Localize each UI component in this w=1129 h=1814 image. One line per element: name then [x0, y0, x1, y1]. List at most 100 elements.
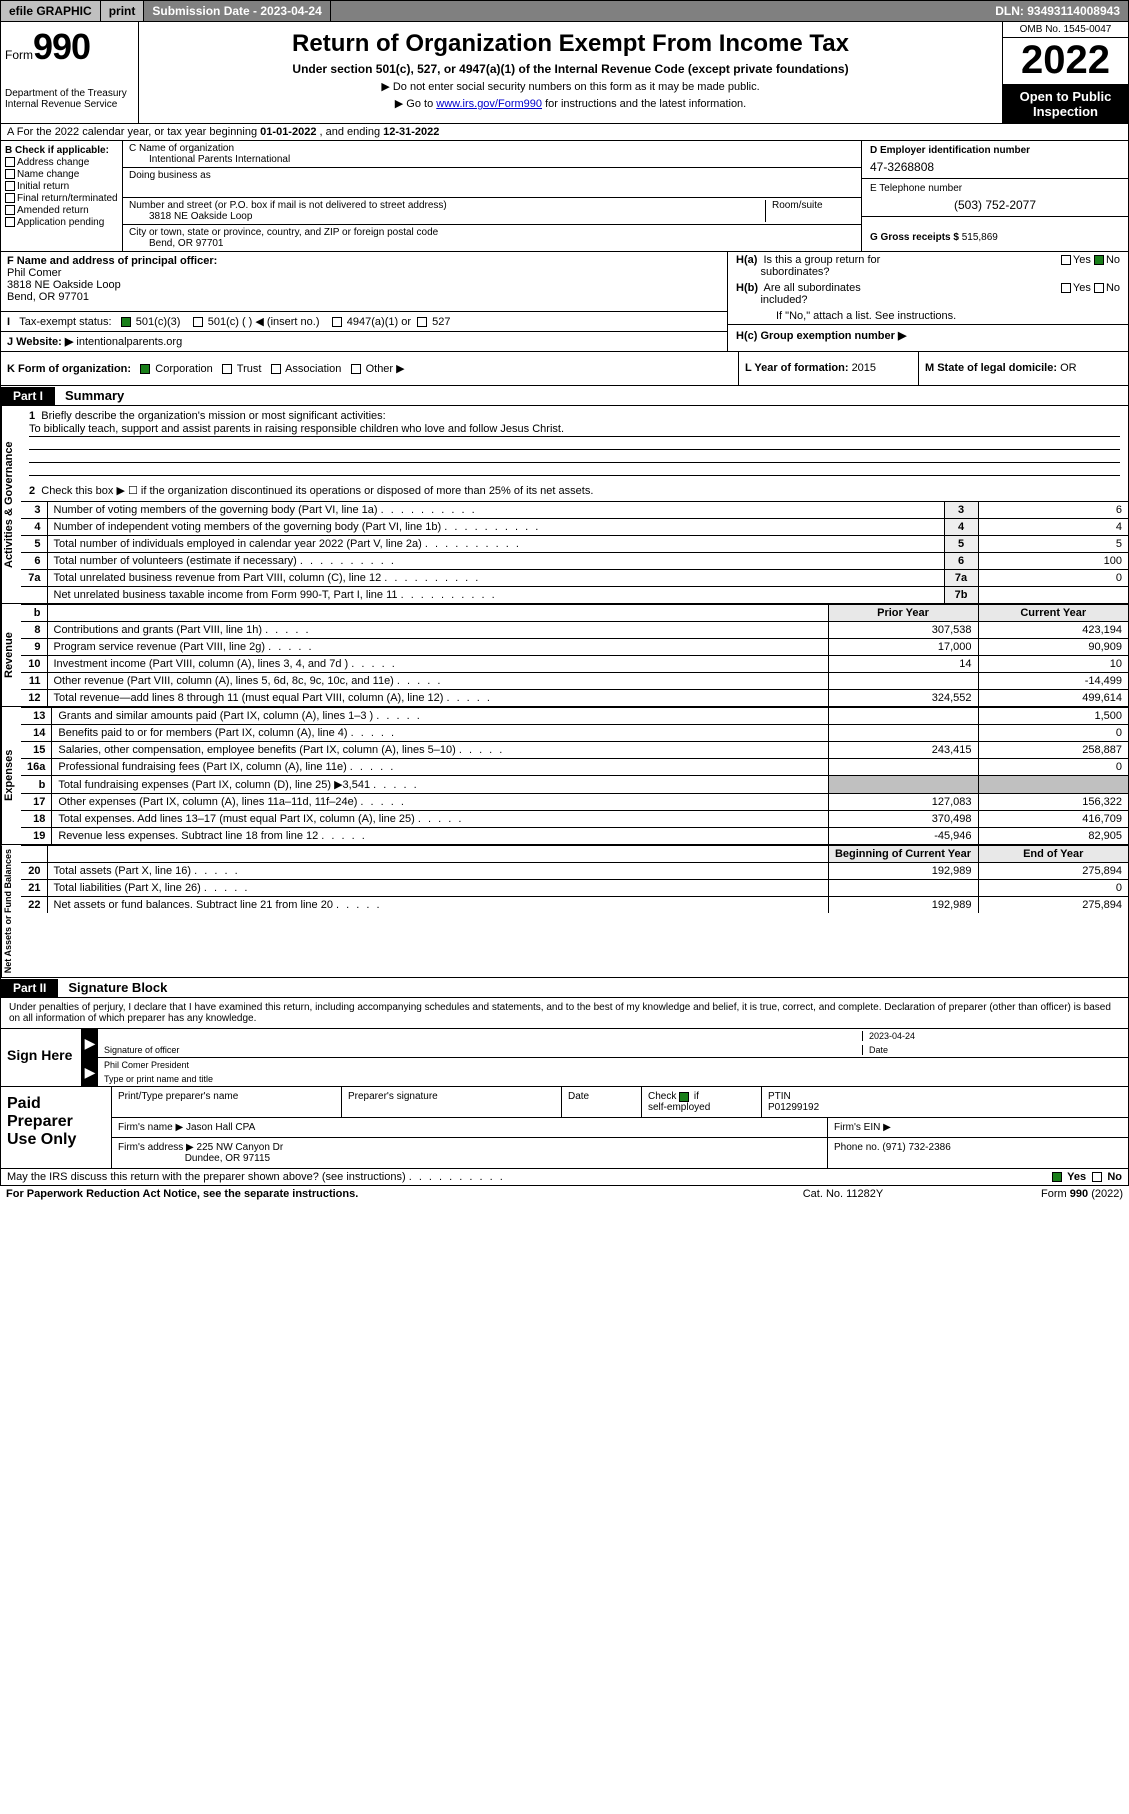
- efile-button[interactable]: efile GRAPHIC: [1, 1, 101, 21]
- opt-other: Other ▶: [366, 363, 405, 375]
- na-table: Beginning of Current YearEnd of Year20To…: [21, 845, 1128, 913]
- chk-app-pending[interactable]: Application pending: [5, 217, 118, 228]
- chk-self-emp[interactable]: [679, 1092, 689, 1102]
- hb-row: H(b) Are all subordinates included? Yes …: [728, 280, 1128, 308]
- i-lbl: Tax-exempt status:: [19, 316, 111, 328]
- table-row: bPrior YearCurrent Year: [21, 605, 1128, 622]
- mission-block: 1 Briefly describe the organization's mi…: [21, 406, 1128, 501]
- hc-row: H(c) Group exemption number ▶: [728, 324, 1128, 344]
- col-b-hdr: B Check if applicable:: [5, 145, 118, 156]
- f-addr2: Bend, OR 97701: [7, 291, 89, 303]
- table-row: 13Grants and similar amounts paid (Part …: [21, 708, 1128, 725]
- irs-yes[interactable]: [1052, 1172, 1062, 1182]
- street-row: Number and street (or P.O. box if mail i…: [123, 198, 861, 225]
- opt-corp: Corporation: [155, 363, 212, 375]
- gross-val: 515,869: [962, 232, 998, 243]
- ha-no[interactable]: [1094, 255, 1104, 265]
- table-row: 10Investment income (Part VIII, column (…: [21, 656, 1128, 673]
- col-de: D Employer identification number 47-3268…: [862, 141, 1128, 251]
- city-row: City or town, state or province, country…: [123, 225, 861, 251]
- fhij-right: H(a) Is this a group return for subordin…: [728, 252, 1128, 351]
- chk-assoc[interactable]: [271, 364, 281, 374]
- rev-table: bPrior YearCurrent Year8Contributions an…: [21, 604, 1128, 706]
- prep-h2: Preparer's signature: [342, 1087, 562, 1117]
- vlabel-na: Net Assets or Fund Balances: [1, 845, 21, 977]
- opt-4947: 4947(a)(1) or: [347, 316, 411, 328]
- q2-row: 2 Check this box ▶ ☐ if the organization…: [29, 484, 1120, 497]
- table-row: 22Net assets or fund balances. Subtract …: [21, 897, 1128, 914]
- print-button[interactable]: print: [101, 1, 145, 21]
- part2-tag: Part II: [1, 979, 58, 997]
- chk-initial-return[interactable]: Initial return: [5, 181, 118, 192]
- hb-yes[interactable]: [1061, 283, 1071, 293]
- dba-row: Doing business as: [123, 168, 861, 198]
- chk-address-change[interactable]: Address change: [5, 157, 118, 168]
- form-number: 990: [33, 26, 90, 68]
- chk-corp[interactable]: [140, 364, 150, 374]
- mission-blank-3: [29, 463, 1120, 476]
- hb-no[interactable]: [1094, 283, 1104, 293]
- open-to-public: Open to Public Inspection: [1003, 85, 1128, 123]
- prep-firm-row: Firm's name ▶ Jason Hall CPA Firm's EIN …: [112, 1118, 1128, 1138]
- f-lbl: F Name and address of principal officer:: [7, 255, 217, 267]
- fhij-left: F Name and address of principal officer:…: [1, 252, 728, 351]
- form-header: Form 990 Department of the TreasuryInter…: [0, 22, 1129, 124]
- chk-501c3[interactable]: [121, 317, 131, 327]
- top-bar: efile GRAPHIC print Submission Date - 20…: [0, 0, 1129, 22]
- k-lbl: K Form of organization:: [7, 363, 131, 375]
- j-lbl: J Website: ▶: [7, 336, 76, 348]
- gov-table: 3Number of voting members of the governi…: [21, 501, 1128, 603]
- chk-4947[interactable]: [332, 317, 342, 327]
- irs-link[interactable]: www.irs.gov/Form990: [436, 98, 542, 110]
- f-name: Phil Comer: [7, 267, 61, 279]
- chk-501c[interactable]: [193, 317, 203, 327]
- tax-year: 2022: [1003, 38, 1128, 85]
- table-row: 8Contributions and grants (Part VIII, li…: [21, 622, 1128, 639]
- ha-row: H(a) Is this a group return for subordin…: [728, 252, 1128, 280]
- chk-other[interactable]: [351, 364, 361, 374]
- part2-title: Signature Block: [58, 978, 177, 997]
- part1-title: Summary: [55, 386, 134, 405]
- form-word: Form: [5, 48, 33, 62]
- signature-block: Under penalties of perjury, I declare th…: [0, 998, 1129, 1087]
- opt-trust: Trust: [237, 363, 262, 375]
- preparer-label: Paid Preparer Use Only: [1, 1087, 111, 1168]
- sig-arrow-2: ▶: [82, 1058, 98, 1086]
- chk-name-change[interactable]: Name change: [5, 169, 118, 180]
- prep-h1: Print/Type preparer's name: [112, 1087, 342, 1117]
- ha-yes[interactable]: [1061, 255, 1071, 265]
- ein-val: 47-3268808: [870, 160, 1120, 174]
- gross-row: G Gross receipts $ 515,869: [862, 217, 1128, 251]
- part1-tag: Part I: [1, 387, 55, 405]
- city-val: Bend, OR 97701: [129, 238, 855, 249]
- part2-header: Part II Signature Block: [0, 978, 1129, 998]
- opt-assoc: Association: [285, 363, 341, 375]
- prep-addr-row: Firm's address ▶ 225 NW Canyon Dr Dundee…: [112, 1138, 1128, 1168]
- page-footer: For Paperwork Reduction Act Notice, see …: [0, 1186, 1129, 1202]
- sec-j: J Website: ▶ intentionalparents.org: [1, 332, 727, 351]
- sec-i: I Tax-exempt status: 501(c)(3) 501(c) ( …: [1, 312, 727, 332]
- hb-note: If "No," attach a list. See instructions…: [728, 308, 1128, 324]
- form-subtitle: Under section 501(c), 527, or 4947(a)(1)…: [147, 62, 994, 76]
- sec-a-pre: A For the 2022 calendar year, or tax yea…: [7, 126, 260, 138]
- irs-no[interactable]: [1092, 1172, 1102, 1182]
- sig-name: Phil Comer President: [104, 1060, 1122, 1070]
- omb-block: OMB No. 1545-0047 2022 Open to Public In…: [1002, 22, 1128, 123]
- ty-begin: 01-01-2022: [260, 126, 316, 138]
- mission-blank-2: [29, 450, 1120, 463]
- irs-q: May the IRS discuss this return with the…: [7, 1171, 406, 1183]
- chk-amended-return[interactable]: Amended return: [5, 205, 118, 216]
- sec-m: M State of legal domicile: OR: [918, 352, 1128, 385]
- gov-section: Activities & Governance 1 Briefly descri…: [0, 406, 1129, 604]
- city-lbl: City or town, state or province, country…: [129, 227, 855, 238]
- chk-527[interactable]: [417, 317, 427, 327]
- q1-text: Briefly describe the organization's miss…: [41, 410, 385, 422]
- footer-right: Form 990 (2022): [943, 1188, 1123, 1200]
- chk-final-return[interactable]: Final return/terminated: [5, 193, 118, 204]
- phone-val: (503) 752-2077: [870, 198, 1120, 212]
- paddr1: 225 NW Canyon Dr: [197, 1142, 284, 1153]
- dln-label: DLN: 93493114008943: [987, 1, 1128, 21]
- footer-center: Cat. No. 11282Y: [743, 1188, 943, 1200]
- mission-blank-1: [29, 437, 1120, 450]
- chk-trust[interactable]: [222, 364, 232, 374]
